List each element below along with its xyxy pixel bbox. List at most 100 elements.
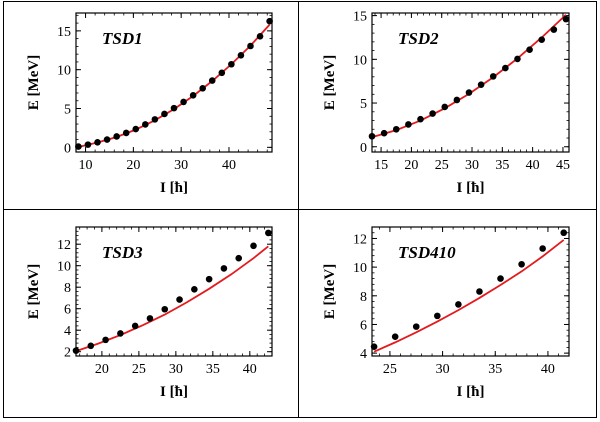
data-point: [161, 305, 169, 313]
data-point: [191, 286, 198, 293]
data-point: [455, 301, 462, 308]
x-axis-label: I [ħ]: [457, 180, 485, 196]
data-point: [102, 336, 109, 344]
plot-frame: [75, 12, 273, 153]
data-point: [247, 42, 254, 50]
y-axis-label: E [MeV]: [26, 55, 42, 110]
data-point: [146, 315, 154, 322]
data-point: [434, 312, 441, 320]
data-point: [514, 55, 521, 63]
panel-tsd410: 25 30 35 40 4 6 8 10 12 TSD410 I [ħ] E [MeV]: [322, 226, 570, 400]
plot-frame: [371, 226, 570, 357]
panel-title: TSD3: [102, 243, 143, 262]
x-tick-label: 40: [526, 158, 540, 173]
y-tick-label: 2: [64, 346, 71, 361]
panel-title: TSD1: [102, 29, 143, 48]
y-tick-label: 12: [57, 238, 71, 253]
data-point: [170, 104, 178, 112]
panel-tsd3: 20 25 30 35 40 2 4 6 8 10 12 TSD3 I [ħ] E [MeV]: [26, 226, 273, 400]
data-point: [132, 125, 140, 133]
data-point: [131, 322, 139, 330]
data-point: [477, 81, 485, 88]
y-tick-label: 15: [57, 25, 71, 40]
data-point: [84, 141, 92, 148]
data-point: [122, 129, 130, 137]
x-tick-label: 20: [95, 362, 109, 377]
x-tick-label: 30: [174, 158, 188, 173]
data-point: [228, 60, 235, 68]
fit-curve: [75, 245, 269, 353]
y-axis-label: E [MeV]: [26, 264, 42, 319]
data-point: [368, 132, 376, 140]
data-point: [526, 46, 533, 54]
data-point: [180, 98, 187, 106]
x-tick-label: 25: [435, 158, 449, 173]
x-tick-label: 30: [465, 158, 479, 173]
x-tick-label: 30: [169, 362, 183, 377]
y-tick-label: 8: [64, 281, 71, 296]
data-point: [199, 85, 206, 92]
data-point: [218, 69, 226, 77]
data-point: [539, 245, 546, 252]
data-point: [453, 96, 461, 104]
panel-tsd2: 15 20 25 30 35 40 45 0 5 10 15 TSD2 I [ħ] E [MeV]: [322, 10, 570, 196]
data-point: [237, 52, 245, 59]
data-point: [72, 347, 80, 354]
data-point: [235, 254, 243, 262]
x-tick-label: 40: [222, 158, 236, 173]
x-tick-label: 20: [126, 158, 140, 173]
x-axis-label: I [ħ]: [457, 384, 485, 400]
panel-title: TSD2: [398, 29, 439, 48]
y-tick-label: 4: [64, 324, 71, 339]
data-point: [465, 89, 473, 96]
data-point: [161, 110, 168, 118]
data-point: [75, 143, 82, 150]
data-point: [87, 342, 95, 350]
y-tick-label: 5: [360, 97, 367, 112]
x-tick-label: 25: [383, 362, 397, 377]
data-point: [391, 333, 399, 340]
data-point: [94, 138, 101, 146]
x-tick-label: 45: [556, 158, 570, 173]
data-point: [429, 110, 436, 117]
data-point: [256, 32, 264, 40]
x-tick-label: 40: [541, 362, 555, 377]
x-tick-label: 25: [132, 362, 146, 377]
data-point: [142, 121, 149, 128]
data-point: [405, 121, 412, 128]
data-point: [518, 260, 525, 268]
data-point: [189, 92, 197, 99]
y-tick-label: 15: [353, 10, 367, 25]
y-tick-label: 6: [360, 318, 367, 333]
data-point: [502, 64, 509, 72]
data-point: [476, 288, 483, 295]
data-point: [265, 229, 272, 237]
x-tick-label: 40: [243, 362, 257, 377]
y-tick-label: 4: [360, 347, 367, 362]
data-point: [220, 265, 228, 272]
fit-curve: [373, 239, 565, 353]
plot-frame: [75, 226, 273, 357]
data-point: [392, 125, 400, 133]
y-tick-label: 6: [64, 303, 71, 318]
data-point: [538, 36, 546, 43]
data-point: [560, 229, 568, 237]
data-point: [266, 17, 273, 25]
data-point: [370, 343, 378, 350]
x-axis-label: I [ħ]: [160, 384, 188, 400]
data-point: [176, 296, 183, 303]
data-point: [412, 323, 420, 330]
x-tick-label: 20: [404, 158, 418, 173]
x-axis-label: I [ħ]: [160, 180, 188, 196]
y-axis-label: E [MeV]: [322, 55, 338, 110]
data-point: [441, 103, 449, 111]
data-point: [380, 129, 388, 137]
x-tick-label: 35: [488, 362, 502, 377]
data-point: [151, 116, 159, 123]
data-point: [117, 330, 124, 337]
panel-tsd1: 10 20 30 40 0 5 10 15 TSD1 I [ħ] E [MeV]: [26, 12, 273, 196]
data-point: [205, 275, 213, 283]
y-axis-label: E [MeV]: [322, 264, 338, 319]
y-tick-label: 5: [64, 103, 71, 118]
